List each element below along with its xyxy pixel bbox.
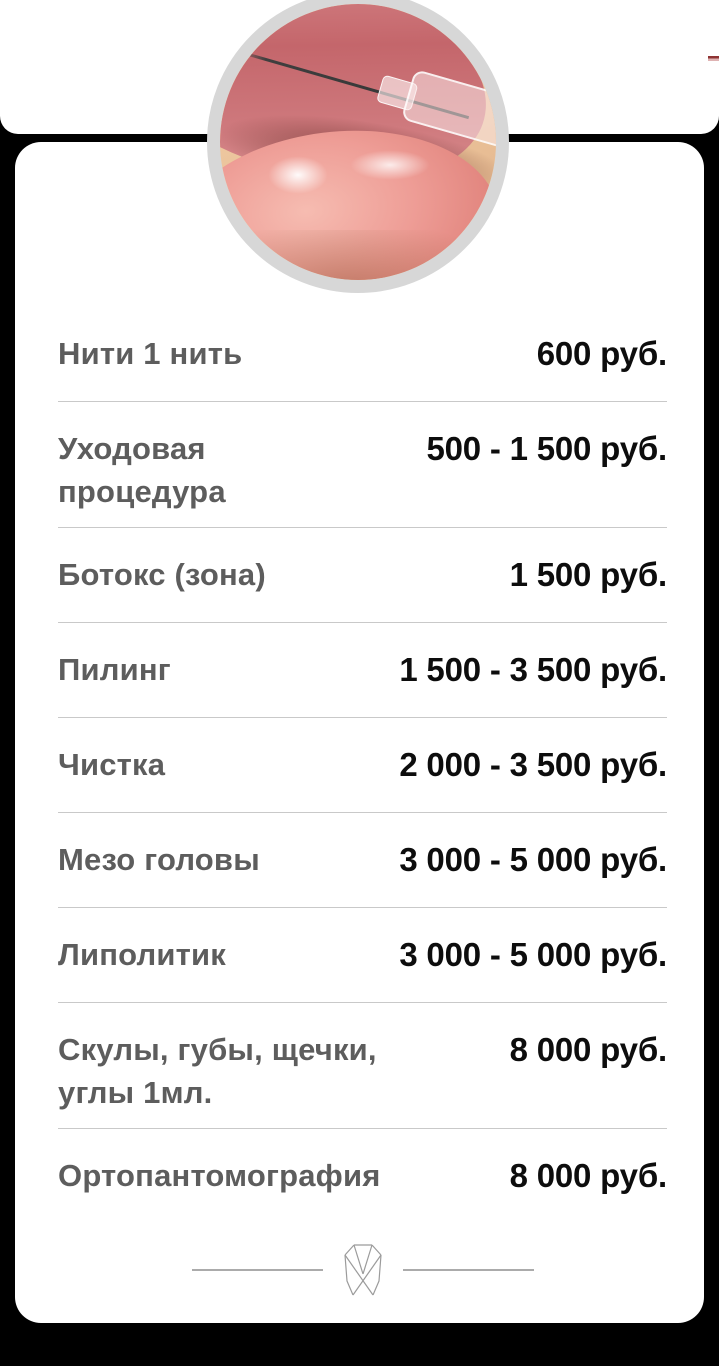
price-row: Пилинг 1 500 - 3 500 руб. <box>58 623 667 718</box>
service-label: Нити 1 нить <box>58 336 243 371</box>
ornament-line-right <box>402 1269 534 1271</box>
price-card: Нити 1 нить 600 руб. Уходовая процедура … <box>15 142 704 1323</box>
ornament-line-left <box>191 1269 323 1271</box>
cropped-red-text-fragment <box>708 56 719 61</box>
price-row: Ботокс (зона) 1 500 руб. <box>58 528 667 623</box>
service-label: Чистка <box>58 747 166 782</box>
photo-content <box>220 4 496 280</box>
service-price: 3 000 - 5 000 руб. <box>399 841 667 878</box>
service-price: 1 500 руб. <box>509 556 668 593</box>
price-row: Липолитик 3 000 - 5 000 руб. <box>58 908 667 1003</box>
service-price: 3 000 - 5 000 руб. <box>399 936 667 973</box>
price-row: Мезо головы 3 000 - 5 000 руб. <box>58 813 667 908</box>
price-row: Уходовая процедура 500 - 1 500 руб. <box>58 402 667 528</box>
service-label: Ботокс (зона) <box>58 557 266 592</box>
service-price: 2 000 - 3 500 руб. <box>399 746 667 783</box>
service-label: Ортопантомография <box>58 1158 381 1193</box>
service-price: 8 000 руб. <box>509 1031 668 1068</box>
service-label: Скулы, губы, щечки, углы 1мл. <box>58 1032 377 1110</box>
chin-shadow <box>220 230 496 280</box>
service-price: 8 000 руб. <box>509 1157 668 1194</box>
service-price: 600 руб. <box>536 335 667 372</box>
service-label: Мезо головы <box>58 842 260 877</box>
service-price: 1 500 - 3 500 руб. <box>399 651 667 688</box>
price-row: Скулы, губы, щечки, углы 1мл. 8 000 руб. <box>58 1003 667 1129</box>
lip-gloss-highlight <box>268 156 328 194</box>
price-row: Нити 1 нить 600 руб. <box>58 307 667 402</box>
price-list: Нити 1 нить 600 руб. Уходовая процедура … <box>58 307 667 1224</box>
service-label: Пилинг <box>58 652 171 687</box>
lip-gloss-highlight <box>350 150 430 180</box>
price-row: Ортопантомография 8 000 руб. <box>58 1129 667 1224</box>
service-label: Липолитик <box>58 937 227 972</box>
lips-injection-photo <box>207 0 509 293</box>
service-price: 500 - 1 500 руб. <box>426 430 667 467</box>
service-label: Уходовая процедура <box>58 431 226 509</box>
footer-ornament <box>58 1244 667 1296</box>
tooth-gem-icon <box>343 1244 382 1296</box>
price-row: Чистка 2 000 - 3 500 руб. <box>58 718 667 813</box>
